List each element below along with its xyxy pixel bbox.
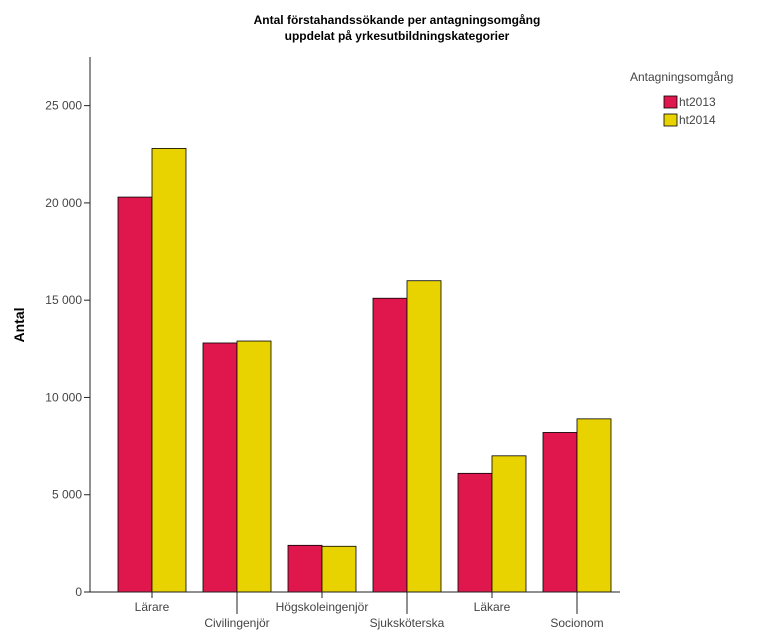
legend-title: Antagningsomgång [630,70,733,84]
legend-label-ht2013: ht2013 [679,95,716,109]
y-tick-label: 5 000 [52,488,82,502]
bar-ht2014-5 [576,418,612,593]
bar-ht2013-3 [372,297,408,593]
x-tick-label: Sjuksköterska [370,616,445,630]
x-tick-label: Läkare [474,600,511,614]
bar-ht2014-4 [491,455,527,593]
x-tick-label: Socionom [550,616,603,630]
y-tick-label: 0 [75,585,82,599]
legend-label-ht2014: ht2014 [679,113,716,127]
bar-ht2014-3 [406,280,442,593]
x-tick-label: Lärare [135,600,170,614]
legend-swatch-ht2014 [663,113,678,127]
bar-ht2014-0 [151,148,187,593]
bar-ht2013-0 [117,196,153,593]
chart-title-line-1: Antal förstahandssökande per antagningso… [254,13,541,27]
bar-ht2013-2 [287,544,323,593]
y-tick-label: 15 000 [45,293,82,307]
y-axis: 0 5 000 10 000 15 000 20 000 25 000 [45,57,91,599]
bar-ht2013-1 [202,342,238,593]
y-tick-label: 20 000 [45,196,82,210]
legend-swatch-ht2013 [663,95,678,109]
x-tick-label: Civilingenjör [204,616,269,630]
bar-ht2014-1 [236,340,272,593]
y-tick-label: 10 000 [45,390,82,404]
bars [117,148,612,593]
bar-ht2013-4 [457,472,493,593]
chart-title: Antal förstahandssökande per antagningso… [254,13,541,43]
y-axis-label: Antal [11,308,27,343]
legend: Antagningsomgång ht2013 ht2014 [630,70,733,127]
chart-title-line-2: uppdelat på yrkesutbildningskategorier [285,29,510,43]
bar-ht2014-2 [321,545,357,593]
x-axis: Lärare Civilingenjör HögskoleingenjörSjuks… [90,591,620,630]
x-tick-label: Högskoleingenjör [276,600,369,614]
y-tick-label: 25 000 [45,99,82,113]
bar-ht2013-5 [542,432,578,593]
